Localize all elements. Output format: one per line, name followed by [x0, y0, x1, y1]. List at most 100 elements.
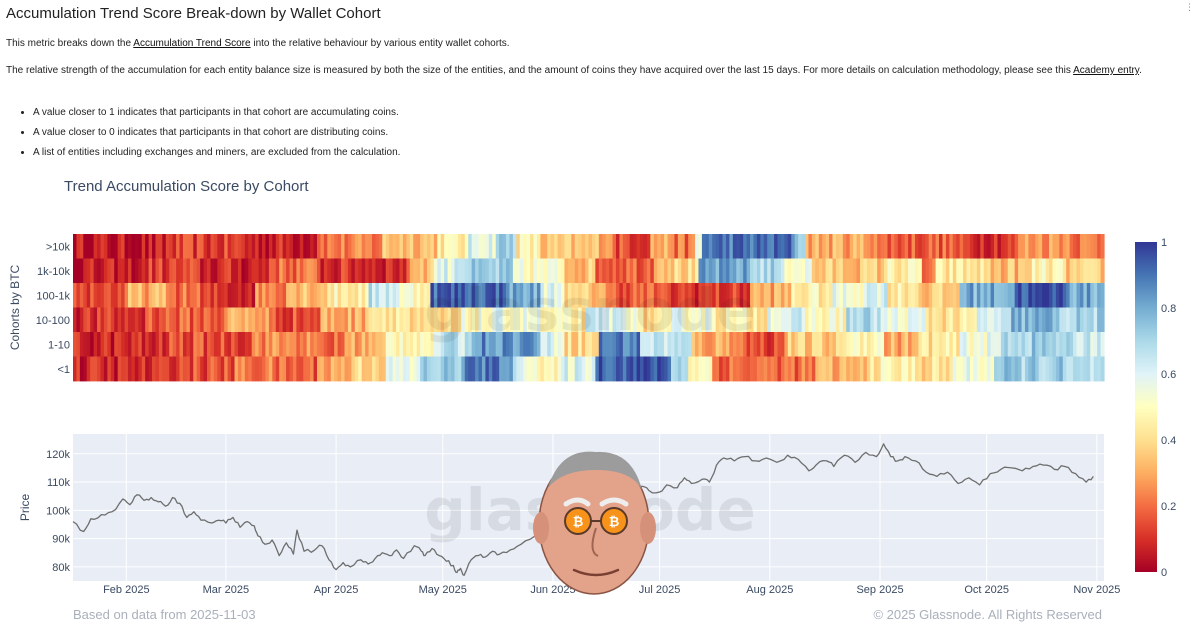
heatmap-cell [701, 307, 706, 333]
heatmap-cell [547, 258, 552, 284]
heatmap-cell [997, 356, 1002, 382]
heatmap-cell [588, 332, 593, 357]
heatmap-cell [172, 258, 177, 284]
heatmap-cell [880, 283, 885, 308]
heatmap-cell [471, 258, 476, 284]
heatmap-cell [1100, 332, 1105, 357]
heatmap-cell [430, 332, 435, 357]
heatmap-cell [629, 356, 634, 382]
heatmap-cell [423, 258, 428, 284]
heatmap-cell [966, 356, 971, 382]
heatmap-cell [79, 258, 84, 284]
heatmap-cell [770, 234, 775, 259]
heatmap-cell [347, 234, 352, 259]
heatmap-cell [509, 283, 514, 308]
heatmap-cell [286, 234, 291, 259]
heatmap-cell [822, 234, 827, 259]
heatmap-cell [354, 234, 359, 259]
heatmap-cell [234, 283, 239, 308]
heatmap-cell [138, 356, 143, 382]
heatmap-cell [729, 332, 734, 357]
heatmap-cell [523, 234, 528, 259]
heatmap-cell [320, 332, 325, 357]
heatmap-cell [780, 307, 785, 333]
heatmap-cell [973, 356, 978, 382]
heatmap-cell [564, 258, 569, 284]
heatmap-cell [602, 356, 607, 382]
heatmap-cell [1097, 258, 1102, 284]
heatmap-cell [358, 356, 363, 382]
heatmap-cell [248, 307, 253, 333]
heatmap-cell [306, 356, 311, 382]
heatmap-cell [237, 283, 242, 308]
heatmap-cell [217, 307, 222, 333]
heatmap-cell [770, 332, 775, 357]
heatmap-cell [598, 332, 603, 357]
heatmap-cell [585, 356, 590, 382]
heatmap-cell [1000, 234, 1005, 259]
heatmap-cell [640, 283, 645, 308]
heatmap-cell [811, 356, 816, 382]
heatmap-cell [719, 356, 724, 382]
heatmap-cell [598, 258, 603, 284]
bitcoin-icon: ₿ [573, 515, 584, 530]
heatmap-cell [1000, 307, 1005, 333]
heatmap-cell [323, 258, 328, 284]
heatmap-cell [334, 234, 339, 259]
heatmap-cell [880, 234, 885, 259]
heatmap-cell [884, 332, 889, 357]
heatmap-cell [526, 234, 531, 259]
heatmap-cell [371, 332, 377, 357]
heatmap-cell [317, 258, 322, 284]
heatmap-cell [866, 332, 871, 357]
heatmap-cell [880, 332, 885, 357]
heatmap-cell [791, 356, 796, 382]
heatmap-cell [1004, 332, 1009, 357]
heatmap-cell [217, 332, 222, 357]
heatmap-cell [994, 258, 999, 284]
heatmap-cell [272, 307, 277, 333]
heatmap-cell [643, 307, 648, 333]
heatmap-cell [1052, 356, 1057, 382]
heatmap-cell [626, 234, 631, 259]
heatmap-cell [657, 258, 662, 284]
heatmap-cell [870, 332, 875, 357]
heatmap-cell [344, 234, 349, 259]
heatmap-cell [677, 283, 682, 308]
heatmap-cell [567, 234, 572, 259]
heatmap-cell [231, 234, 236, 259]
heatmap-cell [959, 356, 964, 382]
heatmap-cell [1028, 283, 1033, 308]
heatmap-cell [925, 234, 930, 259]
heatmap-cell [966, 258, 971, 284]
heatmap-cell [138, 258, 143, 284]
heatmap-cell [1014, 283, 1019, 308]
heatmap-cell [1049, 332, 1054, 357]
heatmap-cell [674, 234, 679, 259]
heatmap-cell [399, 356, 404, 382]
more-options-icon[interactable]: ⋮ [1185, 2, 1194, 12]
heatmap-cell [444, 234, 449, 259]
heatmap-cell [437, 258, 442, 284]
academy-entry-link[interactable]: Academy entry [1073, 65, 1140, 76]
accumulation-trend-score-link[interactable]: Accumulation Trend Score [133, 38, 251, 49]
heatmap-cell [530, 283, 535, 308]
heatmap-cell [461, 258, 466, 284]
heatmap-cell [908, 283, 913, 308]
heatmap-cell [382, 307, 387, 333]
heatmap-cell [207, 258, 212, 284]
heatmap-cell [1055, 332, 1060, 357]
heatmap-cell [942, 307, 947, 333]
heatmap-cell [1042, 258, 1047, 284]
heatmap-cell [959, 332, 964, 357]
heatmap-cell [371, 258, 377, 284]
heatmap-cell [691, 307, 696, 333]
heatmap-cell [949, 258, 954, 284]
heatmap-cell [1045, 283, 1050, 308]
heatmap-cell [846, 283, 851, 308]
colorbar-tick-label: 1 [1161, 237, 1167, 249]
heatmap-cell [182, 283, 188, 308]
heatmap-cell [959, 258, 964, 284]
heatmap-cell [860, 234, 865, 259]
heatmap-cell [385, 356, 390, 382]
